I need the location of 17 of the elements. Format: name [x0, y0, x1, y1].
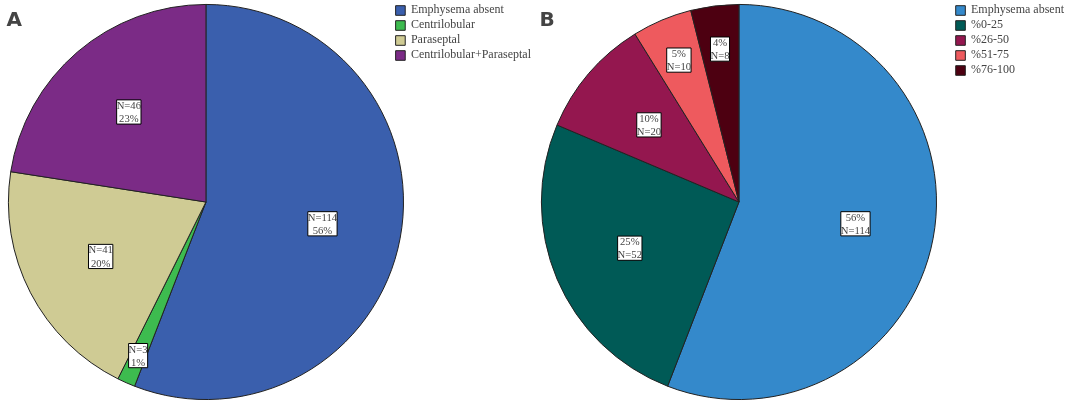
legend-label: Paraseptal — [410, 32, 461, 47]
legend-label: Emphysema absent — [410, 2, 504, 17]
chart-title: B — [539, 6, 555, 31]
data-label: 10% N=20 — [636, 112, 662, 137]
chart-title: A — [6, 6, 23, 31]
legend-label: %26-50 — [971, 32, 1010, 47]
data-label: N=3 1% — [128, 343, 148, 368]
data-label: 4% N=8 — [710, 36, 730, 62]
legend-label: Emphysema absent — [971, 2, 1064, 17]
legend-label: %51-75 — [971, 47, 1010, 62]
data-label: 56% N=114 — [840, 211, 871, 236]
data-label: N=41 20% — [88, 244, 113, 269]
legend-label: %0-25 — [971, 17, 1004, 32]
legend-label: Centrilobular — [410, 17, 475, 32]
data-label: N=114 56% — [307, 211, 338, 236]
legend-label: %76-100 — [971, 62, 1016, 77]
legend-label: Centrilobular+Paraseptal — [410, 47, 531, 62]
